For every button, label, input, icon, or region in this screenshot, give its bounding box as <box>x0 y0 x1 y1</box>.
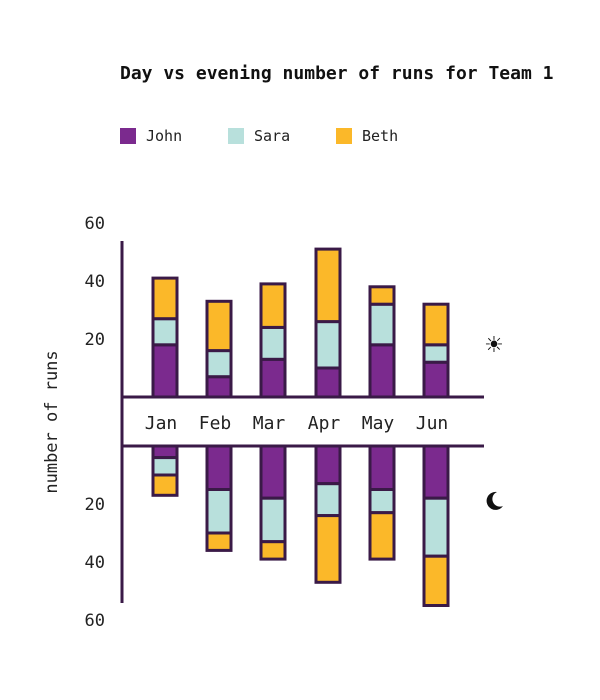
legend-item-sara: Sara <box>228 127 336 145</box>
category-label-apr: Apr <box>308 413 341 434</box>
bar-day-jun-beth <box>422 302 450 347</box>
legend-label: Beth <box>362 127 399 145</box>
category-label-may: May <box>362 413 395 434</box>
bar-evening-jun-beth <box>422 554 450 608</box>
bar-day-feb-sara <box>205 349 233 379</box>
legend-swatch <box>228 128 244 144</box>
category-labels: Jan Feb Mar Apr May Jun <box>145 413 449 434</box>
bar-day-jun-sara <box>422 343 450 364</box>
legend-label: John <box>146 127 183 145</box>
category-label-jan: Jan <box>145 413 178 434</box>
sun-icon: ☀ <box>484 333 504 358</box>
bar-day-mar-john <box>259 357 287 399</box>
legend-item-beth: Beth <box>336 127 444 145</box>
bar-day-may-beth <box>368 285 396 306</box>
bar-evening-jan-beth <box>151 473 179 497</box>
bar-day-jan-sara <box>151 317 179 347</box>
bar-evening-may-sara <box>368 488 396 515</box>
bar-day-feb-beth <box>205 299 233 353</box>
bar-day-jan-beth <box>151 276 179 321</box>
legend-swatch <box>336 128 352 144</box>
legend-swatch <box>120 128 136 144</box>
y-tick-day-60: 60 <box>85 214 105 234</box>
bar-day-apr-sara <box>314 320 342 370</box>
y-axis-label: number of runs <box>42 350 62 493</box>
legend: John Sara Beth <box>120 126 444 146</box>
bar-day-may-sara <box>368 302 396 347</box>
category-label-feb: Feb <box>199 413 232 434</box>
bar-evening-mar-sara <box>259 496 287 544</box>
bar-evening-apr-john <box>314 444 342 486</box>
bar-day-jan-john <box>151 343 179 399</box>
group-icons: ☀ <box>484 333 504 510</box>
bar-evening-mar-beth <box>259 540 287 561</box>
moon-icon <box>486 491 503 510</box>
bar-day-jun-john <box>422 360 450 399</box>
category-label-jun: Jun <box>416 413 449 434</box>
bar-day-mar-beth <box>259 282 287 329</box>
bar-day-feb-john <box>205 375 233 399</box>
axes <box>120 241 484 603</box>
bar-evening-mar-john <box>259 444 287 500</box>
y-tick-evening-60: 60 <box>85 611 105 631</box>
bar-evening-may-john <box>368 444 396 491</box>
bar-evening-jan-john <box>151 444 179 460</box>
bar-evening-jan-sara <box>151 456 179 477</box>
bar-evening-jun-sara <box>422 496 450 558</box>
bar-day-may-john <box>368 343 396 399</box>
bar-evening-apr-sara <box>314 482 342 518</box>
bar-evening-feb-beth <box>205 531 233 552</box>
legend-item-john: John <box>120 127 228 145</box>
bar-evening-jun-john <box>422 444 450 500</box>
bar-day-apr-john <box>314 366 342 399</box>
legend-label: Sara <box>254 127 291 145</box>
bar-evening-feb-john <box>205 444 233 491</box>
y-ticks-evening: 20 40 60 <box>85 495 105 631</box>
bar-day-apr-beth <box>314 247 342 324</box>
bar-day-mar-sara <box>259 325 287 361</box>
bars <box>151 247 450 608</box>
category-label-mar: Mar <box>253 413 286 434</box>
y-tick-day-40: 40 <box>85 272 105 292</box>
bar-evening-feb-sara <box>205 488 233 535</box>
bar-evening-apr-beth <box>314 514 342 584</box>
y-tick-evening-40: 40 <box>85 553 105 573</box>
chart-title: Day vs evening number of runs for Team 1 <box>120 63 554 84</box>
y-tick-day-20: 20 <box>85 330 105 350</box>
bar-evening-may-beth <box>368 511 396 561</box>
y-ticks-day: 20 40 60 <box>85 214 105 350</box>
y-tick-evening-20: 20 <box>85 495 105 515</box>
